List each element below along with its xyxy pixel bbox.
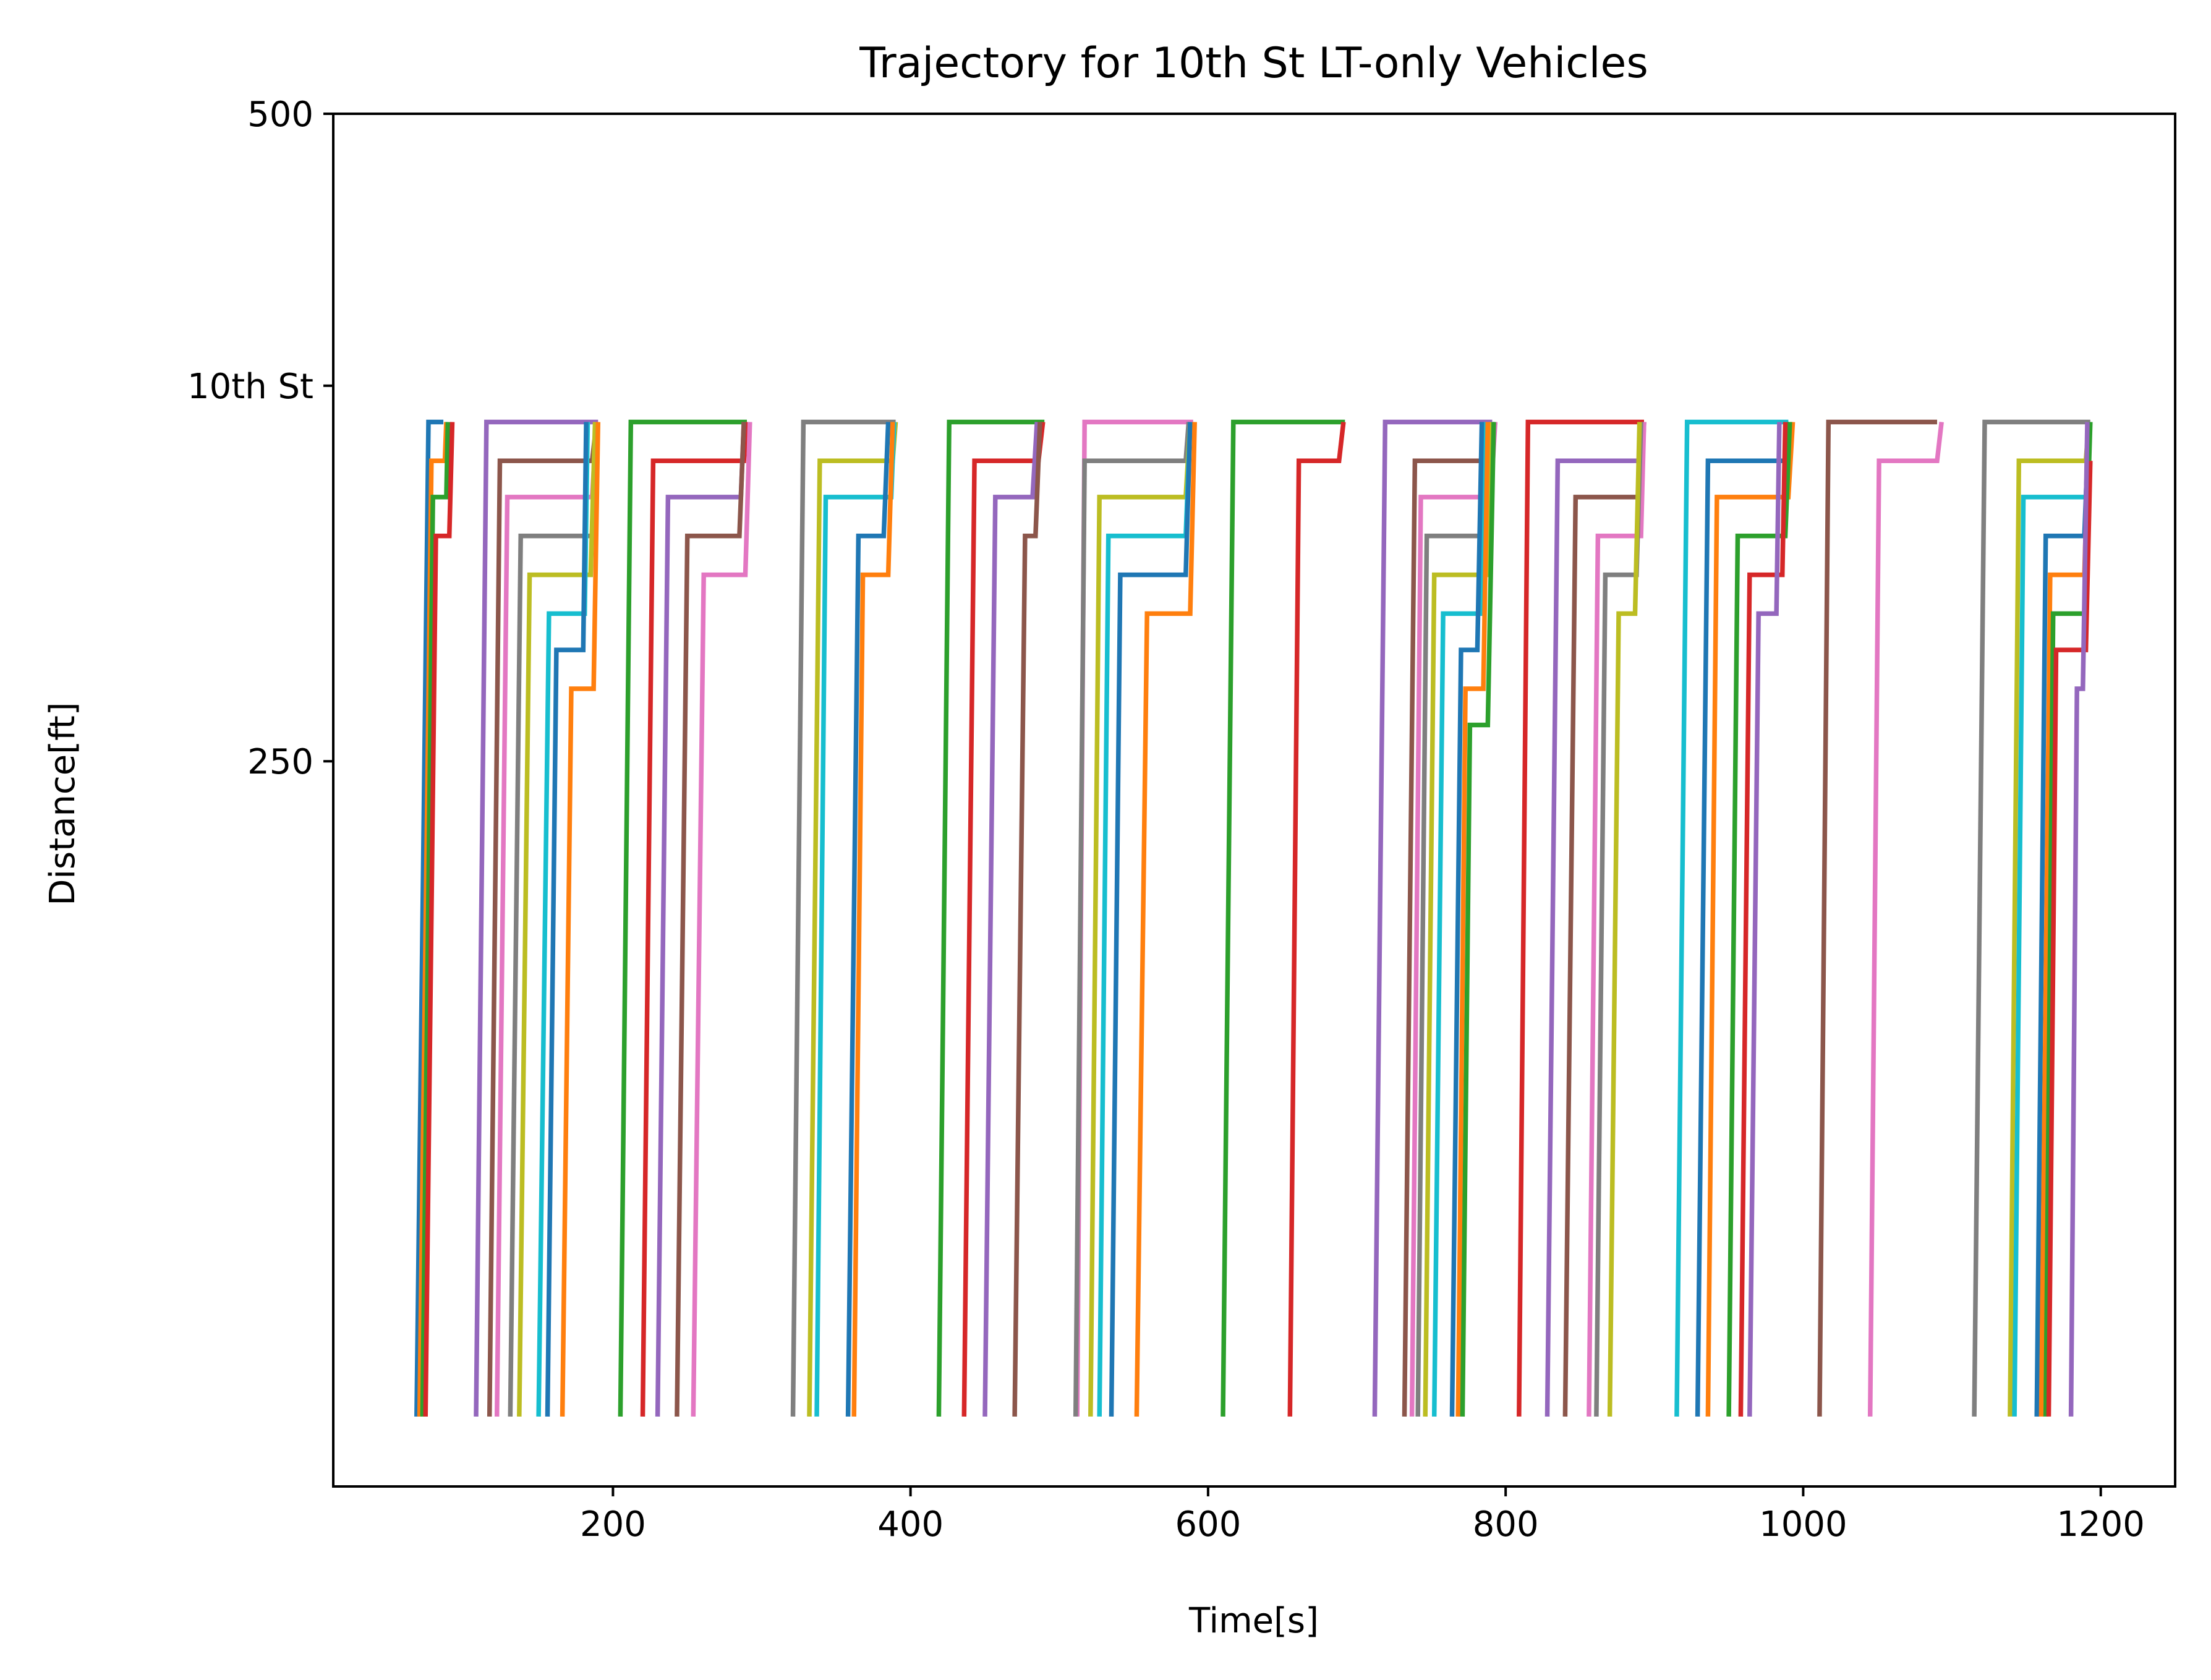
y-axis-label: Distance[ft] bbox=[43, 702, 83, 905]
trajectory-line-16 bbox=[675, 422, 746, 1417]
trajectory-line-64 bbox=[2046, 461, 2093, 1417]
trajectory-line-40 bbox=[1431, 422, 1488, 1417]
y-tick-label-1: 500 bbox=[247, 95, 313, 135]
x-axis-label: Time[s] bbox=[1188, 1601, 1319, 1641]
trajectory-line-25 bbox=[982, 422, 1039, 1417]
trajectory-line-33 bbox=[1221, 419, 1345, 1417]
trajectory-line-44 bbox=[1517, 419, 1644, 1417]
trajectory-line-32 bbox=[1134, 422, 1197, 1417]
trajectory-line-9 bbox=[517, 422, 598, 1417]
trajectory-line-65 bbox=[2068, 422, 2090, 1417]
trajectory-line-23 bbox=[936, 419, 1045, 1417]
y-tick-label-2: 10th St bbox=[187, 367, 313, 407]
trajectory-line-35 bbox=[1372, 419, 1493, 1417]
trajectory-line-54 bbox=[1738, 422, 1788, 1417]
trajectory-line-41 bbox=[1449, 422, 1485, 1417]
trajectory-line-57 bbox=[1867, 422, 1944, 1417]
trajectory-line-26 bbox=[1012, 422, 1042, 1417]
series-layer bbox=[414, 419, 2093, 1417]
trajectory-line-56 bbox=[1817, 419, 1937, 1417]
trajectory-line-58 bbox=[1972, 419, 2090, 1417]
plot-frame bbox=[332, 113, 2176, 1488]
trajectory-line-53 bbox=[1726, 422, 1792, 1417]
trajectory-line-17 bbox=[691, 422, 752, 1417]
y-tick-label-3: 250 bbox=[247, 742, 313, 782]
trajectory-line-34 bbox=[1287, 422, 1346, 1417]
trajectory-line-21 bbox=[845, 422, 891, 1417]
trajectory-line-22 bbox=[851, 422, 895, 1417]
x-tick-label-3: 600 bbox=[1175, 1504, 1241, 1545]
x-tick-label-2: 400 bbox=[877, 1504, 944, 1545]
trajectory-line-11 bbox=[545, 422, 589, 1417]
trajectory-line-43 bbox=[1460, 422, 1496, 1417]
trajectory-line-55 bbox=[1747, 422, 1782, 1417]
trajectory-line-49 bbox=[1607, 422, 1642, 1417]
x-tick-label-1: 200 bbox=[580, 1504, 646, 1545]
trajectory-line-4 bbox=[423, 422, 455, 1417]
chart-title: Trajectory for 10th St LT-only Vehicles bbox=[859, 39, 1648, 88]
trajectory-line-31 bbox=[1109, 422, 1193, 1417]
x-tick-label-6: 1200 bbox=[2056, 1504, 2145, 1545]
x-tick-label-4: 800 bbox=[1473, 1504, 1539, 1545]
trajectory-line-47 bbox=[1587, 422, 1647, 1417]
trajectory-line-3 bbox=[420, 422, 451, 1417]
trajectory-line-50 bbox=[1674, 419, 1789, 1417]
trajectory-line-42 bbox=[1455, 422, 1491, 1417]
trajectory-line-1 bbox=[414, 419, 444, 1417]
trajectory-line-13 bbox=[618, 419, 747, 1417]
trajectory-line-12 bbox=[560, 422, 601, 1417]
x-axis: 200 400 600 800 1000 1200 bbox=[580, 1486, 2145, 1545]
trajectory-line-5 bbox=[474, 419, 599, 1417]
trajectory-line-18 bbox=[790, 419, 896, 1417]
y-axis: 500 10th St 250 bbox=[187, 95, 333, 782]
x-tick-label-5: 1000 bbox=[1759, 1504, 1847, 1545]
